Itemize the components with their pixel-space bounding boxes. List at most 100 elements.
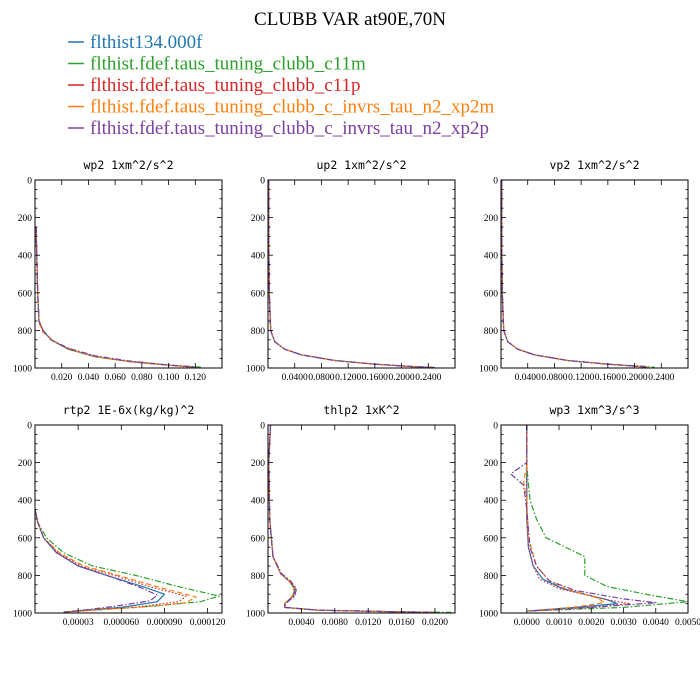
y-tick-label: 600 — [251, 289, 266, 299]
x-tick-label: 0.2000 — [622, 373, 648, 383]
series-line — [501, 180, 648, 368]
plot-frame — [267, 424, 456, 614]
series-line — [35, 227, 189, 368]
y-tick-label: 800 — [484, 572, 499, 582]
y-tick-label: 0 — [260, 422, 265, 432]
y-tick-label: 200 — [18, 459, 33, 469]
y-tick-label: 200 — [484, 459, 499, 469]
panel-title: vp2 1xm^2/s^2 — [549, 158, 639, 172]
series-line — [268, 425, 436, 613]
x-tick-label: 0.0800 — [541, 373, 567, 383]
x-tick-label: 0.2400 — [415, 373, 441, 383]
legend-label: flthist134.000f — [90, 32, 203, 53]
series-line — [501, 180, 648, 368]
x-tick-label: 0.0080 — [322, 618, 348, 628]
y-tick-label: 1000 — [246, 610, 265, 620]
panel: up2 1xm^2/s^2 0 200 400 600 800 1000 0.0400 0.08… — [246, 158, 456, 383]
x-tick-label: 0.0020 — [578, 618, 604, 628]
y-tick-label: 200 — [251, 214, 266, 224]
legend-label: flthist.fdef.taus_tuning_clubb_c_invrs_t… — [90, 118, 489, 139]
y-tick-label: 600 — [484, 534, 499, 544]
y-tick-label: 600 — [484, 289, 499, 299]
series-line — [35, 509, 187, 613]
x-tick-label: 0.0040 — [643, 618, 669, 628]
y-tick-label: 0 — [493, 177, 498, 187]
plot-frame — [267, 179, 456, 369]
series-line — [268, 425, 436, 613]
panel-title: rtp2 1E-6x(kg/kg)^2 — [63, 403, 195, 417]
series-line — [501, 180, 648, 368]
x-tick-label: 0.0400 — [282, 373, 308, 383]
series-group — [35, 227, 203, 368]
legend-entry: flthist.fdef.taus_tuning_clubb_c_invrs_t… — [68, 97, 494, 118]
x-tick-label: 0.0200 — [422, 618, 448, 628]
y-tick-label: 0 — [260, 177, 265, 187]
series-line — [268, 425, 436, 613]
y-tick-label: 400 — [18, 252, 33, 262]
plot-frame — [34, 179, 223, 369]
y-tick-label: 1000 — [479, 365, 498, 375]
x-tick-label: 0.0040 — [288, 618, 314, 628]
x-tick-label: 0.000120 — [190, 618, 226, 628]
series-line — [268, 180, 436, 368]
x-tick-label: 0.120 — [185, 373, 207, 383]
x-tick-label: 0.0030 — [610, 618, 636, 628]
series-line — [526, 425, 631, 612]
y-tick-label: 1000 — [479, 610, 498, 620]
series-line — [526, 425, 618, 612]
x-tick-label: 0.060 — [104, 373, 126, 383]
y-tick-label: 400 — [18, 497, 33, 507]
plot-frame — [500, 424, 689, 614]
legend-entry: flthist.fdef.taus_tuning_clubb_c_invrs_t… — [68, 118, 489, 139]
y-tick-label: 800 — [251, 572, 266, 582]
y-tick-label: 400 — [484, 252, 499, 262]
series-line — [268, 180, 436, 368]
y-tick-label: 400 — [251, 497, 266, 507]
y-tick-label: 0 — [27, 422, 32, 432]
x-tick-label: 0.100 — [158, 373, 180, 383]
legend-entry: flthist134.000f — [68, 32, 203, 53]
series-line — [35, 227, 196, 368]
legend-label: flthist.fdef.taus_tuning_clubb_c_invrs_t… — [90, 97, 494, 118]
x-tick-label: 0.0160 — [389, 618, 415, 628]
x-tick-label: 0.1200 — [335, 373, 361, 383]
series-group — [35, 509, 220, 613]
x-tick-label: 0.0000 — [514, 618, 540, 628]
series-line — [268, 180, 436, 368]
series-group — [268, 180, 436, 368]
y-tick-label: 0 — [493, 422, 498, 432]
y-tick-label: 600 — [18, 289, 33, 299]
legend-entry: flthist.fdef.taus_tuning_clubb_c11p — [68, 75, 361, 96]
y-tick-label: 800 — [18, 572, 33, 582]
series-line — [501, 180, 648, 368]
x-tick-label: 0.2000 — [389, 373, 415, 383]
y-tick-label: 200 — [484, 214, 499, 224]
series-line — [35, 509, 220, 613]
y-tick-label: 200 — [251, 459, 266, 469]
series-group — [268, 425, 452, 613]
x-tick-label: 0.0050 — [675, 618, 700, 628]
plot-frame — [500, 179, 689, 369]
y-tick-label: 600 — [18, 534, 33, 544]
panel-title: wp3 1xm^3/s^3 — [549, 403, 639, 417]
x-tick-label: 0.2400 — [648, 373, 674, 383]
panel: thlp2 1xK^2 0 200 400 600 800 1000 0.0040 0.0080… — [246, 403, 456, 628]
series-group — [510, 425, 688, 612]
plot-frame — [34, 424, 223, 614]
series-line — [268, 425, 452, 613]
series-line — [35, 227, 196, 368]
x-tick-label: 0.000090 — [147, 618, 183, 628]
y-tick-label: 0 — [27, 177, 32, 187]
y-tick-label: 800 — [484, 327, 499, 337]
y-tick-label: 1000 — [246, 365, 265, 375]
x-tick-label: 0.0800 — [308, 373, 334, 383]
x-tick-label: 0.040 — [78, 373, 100, 383]
y-tick-label: 400 — [251, 252, 266, 262]
chart-title: CLUBB VAR at90E,70N — [254, 9, 446, 30]
y-tick-label: 200 — [18, 214, 33, 224]
panel-title: wp2 1xm^2/s^2 — [83, 158, 173, 172]
series-line — [35, 509, 197, 613]
x-tick-label: 0.0400 — [515, 373, 541, 383]
y-tick-label: 800 — [18, 327, 33, 337]
